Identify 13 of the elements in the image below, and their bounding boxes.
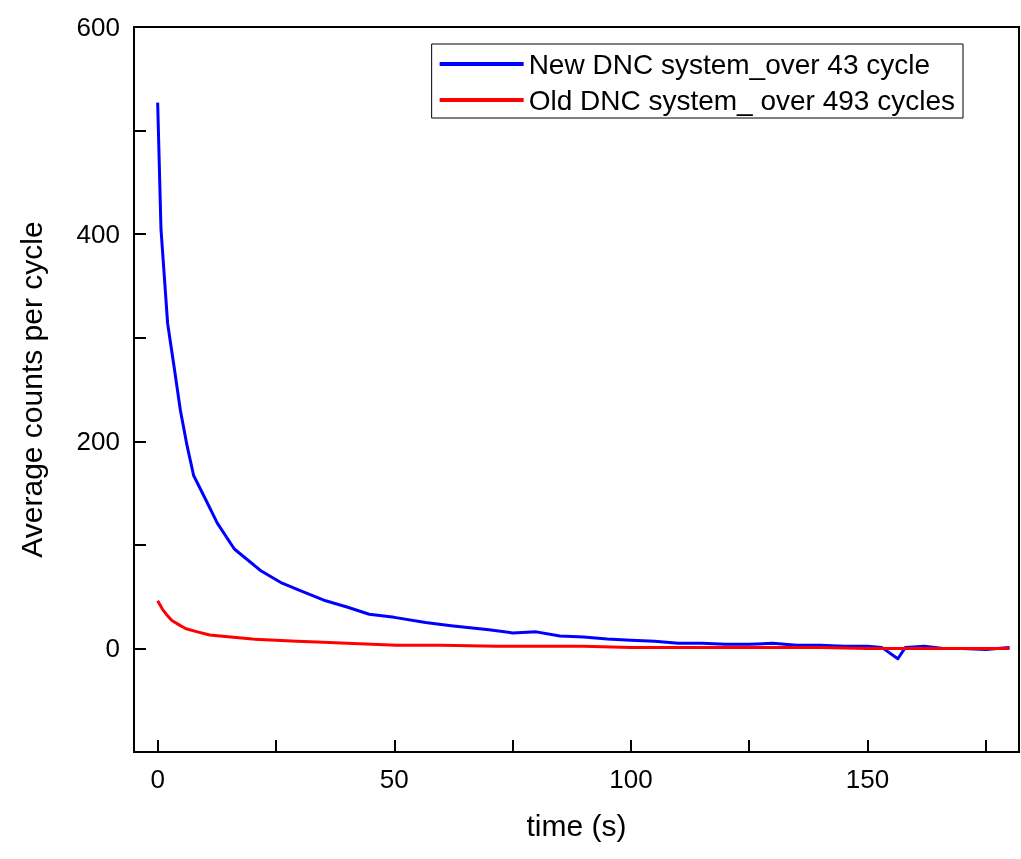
x-tick-label: 0 bbox=[150, 764, 165, 794]
x-tick-label: 100 bbox=[609, 764, 653, 794]
line-series bbox=[156, 599, 1012, 650]
y-tick-label: 400 bbox=[76, 219, 120, 250]
y-tick-label: 200 bbox=[76, 426, 120, 457]
y-tick-label: 0 bbox=[105, 633, 120, 664]
x-axis-title: time (s) bbox=[526, 808, 627, 842]
x-tick-label: 50 bbox=[379, 764, 409, 794]
legend-label: Old DNC system_ over 493 cycles bbox=[528, 84, 955, 116]
y-tick-label: 600 bbox=[76, 12, 120, 42]
legend-label: New DNC system_over 43 cycle bbox=[528, 48, 931, 80]
y-axis-title: Average counts per cycle bbox=[14, 221, 48, 558]
x-tick-label: 150 bbox=[845, 764, 890, 794]
